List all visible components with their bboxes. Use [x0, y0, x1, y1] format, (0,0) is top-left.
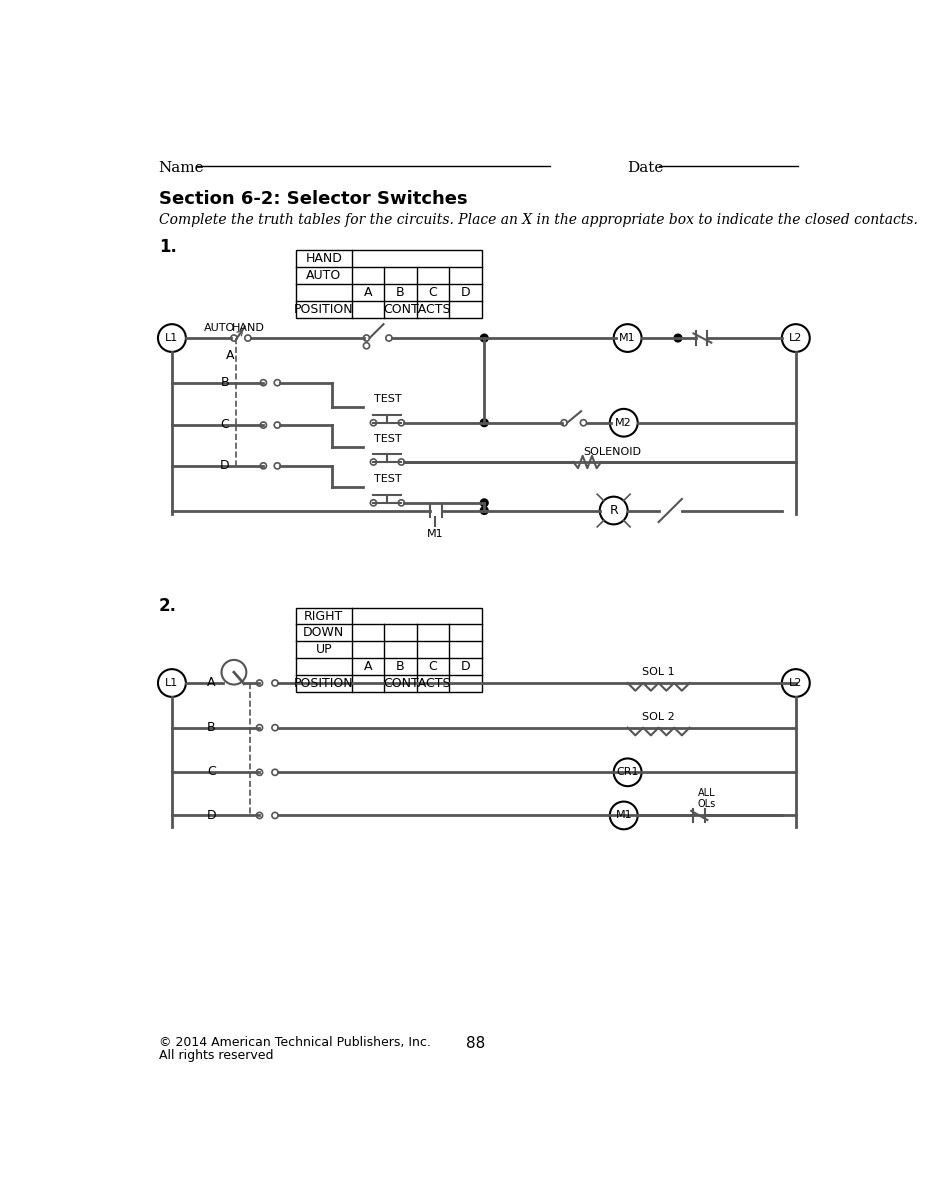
Text: RIGHT: RIGHT: [303, 610, 343, 623]
Bar: [296, 251, 482, 318]
Text: POSITION: POSITION: [293, 304, 354, 316]
Text: C: C: [428, 286, 437, 299]
Text: M1: M1: [619, 334, 636, 343]
Text: Name: Name: [159, 161, 204, 175]
Circle shape: [480, 499, 487, 506]
Text: C: C: [428, 660, 437, 673]
Text: Complete the truth tables for the circuits. Place an X in the appropriate box to: Complete the truth tables for the circui…: [159, 214, 917, 227]
Text: TEST: TEST: [373, 395, 401, 404]
Circle shape: [674, 334, 681, 342]
Text: 2.: 2.: [159, 596, 176, 614]
Text: SOL 2: SOL 2: [641, 712, 675, 721]
Text: HAND: HAND: [305, 252, 342, 265]
Text: L2: L2: [788, 678, 802, 688]
Text: AUTO: AUTO: [203, 323, 235, 332]
Text: CONTACTS: CONTACTS: [382, 304, 450, 316]
Text: D: D: [460, 286, 470, 299]
Text: TEST: TEST: [373, 433, 401, 444]
Text: M1: M1: [614, 810, 631, 821]
Text: Date: Date: [627, 161, 664, 175]
Text: ALL
OLs: ALL OLs: [697, 787, 715, 809]
Bar: [296, 607, 482, 692]
Text: R: R: [609, 504, 617, 517]
Text: L1: L1: [165, 678, 178, 688]
Text: D: D: [460, 660, 470, 673]
Text: A: A: [364, 286, 372, 299]
Text: AUTO: AUTO: [306, 269, 342, 282]
Text: M1: M1: [427, 529, 444, 539]
Text: B: B: [396, 286, 405, 299]
Text: B: B: [396, 660, 405, 673]
Circle shape: [480, 506, 487, 515]
Text: © 2014 American Technical Publishers, Inc.: © 2014 American Technical Publishers, In…: [159, 1036, 431, 1049]
Text: M2: M2: [614, 418, 631, 427]
Text: D: D: [220, 460, 229, 472]
Text: A: A: [364, 660, 372, 673]
Text: DOWN: DOWN: [303, 626, 344, 640]
Text: 1.: 1.: [159, 238, 176, 256]
Text: All rights reserved: All rights reserved: [159, 1049, 273, 1062]
Text: B: B: [220, 376, 228, 389]
Text: A: A: [207, 676, 215, 689]
Text: HAND: HAND: [231, 323, 264, 332]
Text: D: D: [206, 809, 216, 822]
Text: UP: UP: [316, 643, 332, 656]
Text: CONTACTS: CONTACTS: [382, 677, 450, 690]
Text: B: B: [207, 721, 215, 734]
Text: C: C: [207, 766, 215, 779]
Text: SOLENOID: SOLENOID: [583, 448, 640, 457]
Text: C: C: [220, 419, 229, 431]
Text: L2: L2: [788, 334, 802, 343]
Text: POSITION: POSITION: [293, 677, 354, 690]
Text: Section 6-2: Selector Switches: Section 6-2: Selector Switches: [159, 190, 467, 208]
Text: TEST: TEST: [373, 474, 401, 485]
Text: CR1: CR1: [615, 767, 638, 778]
Text: SOL 1: SOL 1: [641, 667, 675, 677]
Circle shape: [480, 419, 487, 426]
Circle shape: [480, 334, 487, 342]
Text: 88: 88: [466, 1036, 484, 1051]
Text: A: A: [226, 349, 234, 362]
Text: L1: L1: [165, 334, 178, 343]
